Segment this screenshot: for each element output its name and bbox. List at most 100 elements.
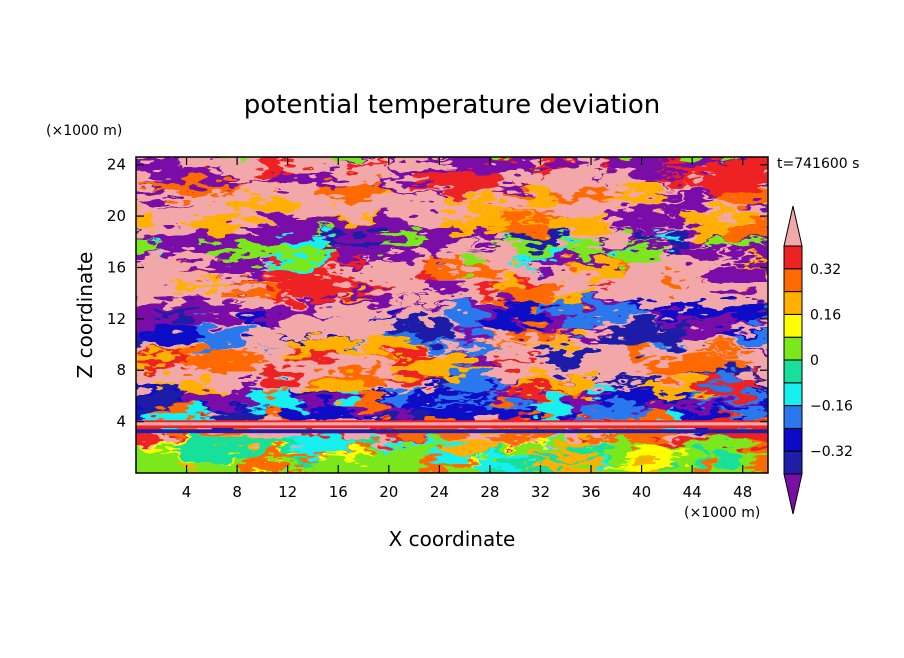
- field-blob: [500, 277, 518, 290]
- field-blob: [497, 329, 578, 337]
- contour-field: [136, 157, 768, 473]
- colorbar-box: [783, 268, 803, 293]
- field-blob: [600, 171, 646, 190]
- field-blob: [426, 445, 470, 466]
- field-blob: [692, 345, 756, 352]
- field-blob: [434, 218, 511, 233]
- field-blob: [540, 217, 611, 235]
- field-blob: [223, 166, 266, 181]
- x-tick-label: 4: [182, 483, 192, 501]
- colorbar-box: [783, 450, 803, 475]
- field-blob: [682, 212, 752, 226]
- colorbar-box: [783, 427, 803, 452]
- field-blob: [519, 264, 587, 285]
- field-blob: [717, 449, 741, 473]
- field-blob: [566, 315, 594, 336]
- field-blob: [233, 184, 276, 197]
- field-blob: [518, 256, 549, 264]
- field-blob: [436, 344, 481, 354]
- colorbar-label: 0: [810, 353, 819, 369]
- field-blob: [661, 200, 715, 211]
- colorbar-box: [783, 336, 803, 361]
- y-tick-label: 4: [116, 413, 126, 431]
- field-blob: [493, 343, 529, 356]
- field-blob: [332, 243, 355, 260]
- field-blob: [425, 276, 471, 293]
- field-blob: [705, 157, 743, 166]
- field-blob: [357, 390, 389, 410]
- field-blob: [711, 406, 751, 416]
- field-blob: [165, 284, 237, 292]
- field-blob: [173, 348, 263, 370]
- x-tick-label: 44: [683, 483, 702, 501]
- field-blob: [211, 440, 298, 455]
- field-blob: [731, 331, 768, 345]
- field-blob: [554, 303, 612, 318]
- field-blob: [153, 308, 199, 320]
- field-blob: [462, 254, 482, 268]
- colorbar-label: −0.16: [810, 399, 853, 415]
- field-blob: [395, 246, 420, 260]
- field-blob: [333, 222, 418, 231]
- field-blob: [340, 168, 390, 185]
- field-blob: [257, 368, 301, 388]
- field-blob: [384, 159, 454, 166]
- field-blob: [344, 405, 418, 416]
- field-blob: [691, 460, 718, 471]
- field-blob: [603, 288, 627, 300]
- field-blob: [411, 316, 456, 341]
- field-blob: [703, 264, 768, 290]
- field-blob: [470, 195, 505, 218]
- field-blob: [433, 306, 451, 316]
- field-blob: [749, 455, 768, 473]
- colorbar-box: [783, 313, 803, 338]
- field-blob: [236, 157, 261, 171]
- y-axis-label: Z coordinate: [73, 252, 97, 379]
- x-tick-label: 36: [581, 483, 600, 501]
- field-blob: [541, 452, 612, 464]
- x-tick-label: 20: [379, 483, 398, 501]
- field-blob: [199, 245, 287, 260]
- y-unit-label: (×1000 m): [46, 123, 122, 139]
- field-blob: [708, 372, 745, 389]
- x-tick-label: 32: [531, 483, 550, 501]
- colorbar-box: [783, 405, 803, 429]
- field-blob: [257, 215, 348, 234]
- field-blob: [136, 392, 178, 411]
- field-blob: [250, 389, 301, 411]
- field-blob: [477, 452, 527, 468]
- field-blob: [341, 361, 396, 370]
- field-blob: [402, 205, 432, 219]
- field-blob: [230, 197, 296, 217]
- colorbar-box: [783, 291, 803, 315]
- field-blob: [408, 278, 429, 300]
- field-blob: [651, 363, 670, 380]
- field-blob: [597, 242, 671, 250]
- field-blob: [702, 238, 766, 247]
- field-blob: [587, 283, 612, 290]
- field-blob: [136, 164, 159, 189]
- colorbar-box: [783, 245, 803, 270]
- field-blob: [218, 282, 291, 294]
- field-blob: [308, 378, 365, 397]
- field-blob: [136, 157, 181, 170]
- field-blob: [147, 407, 203, 415]
- y-tick-label: 8: [116, 361, 126, 379]
- field-blob: [152, 381, 174, 391]
- y-tick-label: 12: [107, 310, 126, 328]
- field-blob: [760, 246, 768, 270]
- inversion-layer-core: [136, 422, 768, 426]
- x-tick-label: 48: [733, 483, 752, 501]
- field-blob: [280, 407, 330, 423]
- colorbar-box: [783, 359, 803, 384]
- colorbar: 0.32 0.16 0 −0.16 −0.32: [783, 205, 853, 515]
- x-unit-label: (×1000 m): [684, 505, 760, 521]
- field-blob: [665, 272, 682, 287]
- field-blob: [516, 403, 535, 412]
- x-tick-label: 28: [480, 483, 499, 501]
- field-blob: [136, 332, 144, 343]
- field-blob: [508, 306, 550, 329]
- y-tick-label: 16: [107, 258, 126, 276]
